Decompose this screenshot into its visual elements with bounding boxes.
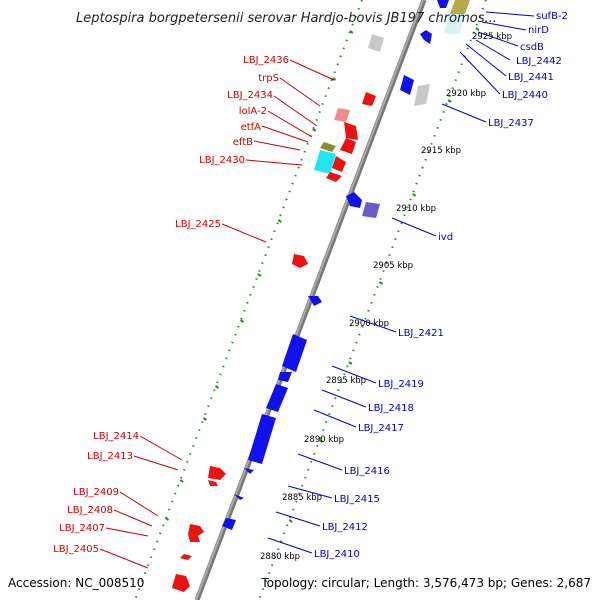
gene-label[interactable]: LBJ_2413 bbox=[87, 451, 133, 462]
gene-feature[interactable] bbox=[437, 0, 449, 8]
gene-label[interactable]: LBJ_2441 bbox=[508, 72, 554, 83]
gene-feature[interactable] bbox=[282, 334, 307, 372]
gene-label[interactable]: etfA bbox=[241, 122, 262, 133]
gene-feature[interactable] bbox=[420, 30, 432, 44]
gene-label[interactable]: LBJ_2416 bbox=[344, 466, 390, 477]
gene-feature[interactable] bbox=[362, 92, 376, 106]
gene-feature[interactable] bbox=[308, 296, 322, 306]
gene-label[interactable]: LBJ_2405 bbox=[53, 544, 99, 555]
gene-feature[interactable] bbox=[222, 518, 236, 530]
gene-label[interactable]: LBJ_2442 bbox=[516, 56, 562, 67]
gene-feature[interactable] bbox=[188, 524, 204, 536]
gene-label[interactable]: LBJ_2408 bbox=[67, 505, 113, 516]
reverse-strand-features bbox=[222, 0, 470, 530]
gene-feature[interactable] bbox=[208, 466, 226, 480]
gene-label[interactable]: LBJ_2409 bbox=[73, 487, 119, 498]
gene-label[interactable]: LBJ_2437 bbox=[488, 118, 534, 129]
gene-label[interactable]: LBJ_2419 bbox=[378, 379, 424, 390]
kbp-label: 2895 kbp bbox=[326, 376, 366, 386]
forward-strand-features bbox=[172, 34, 384, 592]
kbp-label: 2920 kbp bbox=[446, 89, 486, 99]
gene-feature[interactable] bbox=[346, 192, 362, 208]
gene-label[interactable]: LBJ_2418 bbox=[368, 403, 414, 414]
reverse-leader-lines bbox=[267, 11, 535, 554]
kbp-label: 2915 kbp bbox=[421, 146, 461, 156]
gene-feature[interactable] bbox=[340, 138, 356, 154]
major-tick-marks bbox=[165, 27, 480, 523]
gene-feature[interactable] bbox=[292, 254, 308, 268]
gene-feature[interactable] bbox=[334, 108, 350, 122]
gene-label[interactable]: trpS bbox=[258, 73, 279, 84]
kbp-label: 2910 kbp bbox=[396, 204, 436, 214]
gene-feature[interactable] bbox=[244, 468, 254, 474]
accession-label: Accession: NC_008510 bbox=[8, 576, 144, 590]
gene-label[interactable]: eftB bbox=[233, 137, 253, 148]
topology-label: Topology: circular; Length: 3,576,473 bp… bbox=[260, 576, 591, 590]
gene-label[interactable]: LBJ_2412 bbox=[322, 522, 368, 533]
gene-feature[interactable] bbox=[450, 0, 470, 14]
gene-feature[interactable] bbox=[362, 202, 380, 218]
gene-feature[interactable] bbox=[368, 34, 384, 52]
reverse-gene-labels: sufB-2 nirD csdB LBJ_2442 LBJ_2441 LBJ_2… bbox=[314, 11, 568, 560]
gene-feature[interactable] bbox=[326, 172, 342, 182]
gene-feature[interactable] bbox=[180, 554, 192, 560]
gene-label[interactable]: nirD bbox=[528, 25, 549, 36]
gene-label[interactable]: lolA-2 bbox=[239, 106, 267, 117]
gene-label[interactable]: LBJ_2415 bbox=[334, 494, 380, 505]
gene-feature[interactable] bbox=[320, 142, 336, 152]
gene-label[interactable]: csdB bbox=[520, 42, 544, 53]
gene-feature[interactable] bbox=[248, 414, 276, 464]
gene-feature[interactable] bbox=[266, 384, 288, 412]
gene-label[interactable]: LBJ_2407 bbox=[59, 523, 105, 534]
gene-feature[interactable] bbox=[188, 534, 200, 542]
gene-label[interactable]: ivd bbox=[438, 232, 453, 243]
gene-label[interactable]: LBJ_2425 bbox=[175, 219, 221, 230]
kbp-label: 2885 kbp bbox=[282, 493, 322, 503]
gene-label[interactable]: LBJ_2421 bbox=[398, 328, 444, 339]
gene-feature[interactable] bbox=[208, 480, 218, 486]
gene-label[interactable]: sufB-2 bbox=[536, 11, 568, 22]
map-title: Leptospira borgpetersenii serovar Hardjo… bbox=[76, 11, 497, 26]
gene-label[interactable]: LBJ_2430 bbox=[199, 155, 245, 166]
gene-label[interactable]: LBJ_2440 bbox=[502, 90, 548, 101]
forward-gene-labels: LBJ_2436 trpS LBJ_2434 lolA-2 etfA eftB … bbox=[53, 55, 289, 555]
gene-label[interactable]: LBJ_2436 bbox=[243, 55, 289, 66]
kbp-label: 2890 kbp bbox=[304, 435, 344, 445]
gene-feature[interactable] bbox=[414, 84, 430, 106]
gene-label[interactable]: LBJ_2417 bbox=[358, 423, 404, 434]
gene-feature[interactable] bbox=[444, 14, 464, 34]
gene-label[interactable]: LBJ_2410 bbox=[314, 549, 360, 560]
gene-feature[interactable] bbox=[400, 75, 414, 95]
gene-label[interactable]: LBJ_2414 bbox=[93, 431, 139, 442]
gene-feature[interactable] bbox=[344, 122, 358, 140]
kbp-label: 2905 kbp bbox=[373, 261, 413, 271]
gene-feature[interactable] bbox=[172, 574, 190, 592]
gene-feature[interactable] bbox=[278, 372, 292, 382]
kbp-scale-labels: 2925 kbp 2920 kbp 2915 kbp 2910 kbp 2905… bbox=[260, 32, 512, 562]
kbp-label: 2880 kbp bbox=[260, 552, 300, 562]
gene-feature[interactable] bbox=[314, 150, 336, 174]
gene-feature[interactable] bbox=[234, 494, 244, 500]
gene-feature[interactable] bbox=[332, 156, 346, 172]
kbp-label: 2900 kbp bbox=[349, 319, 389, 329]
gene-label[interactable]: LBJ_2434 bbox=[227, 90, 273, 101]
forward-leader-lines bbox=[99, 59, 335, 569]
